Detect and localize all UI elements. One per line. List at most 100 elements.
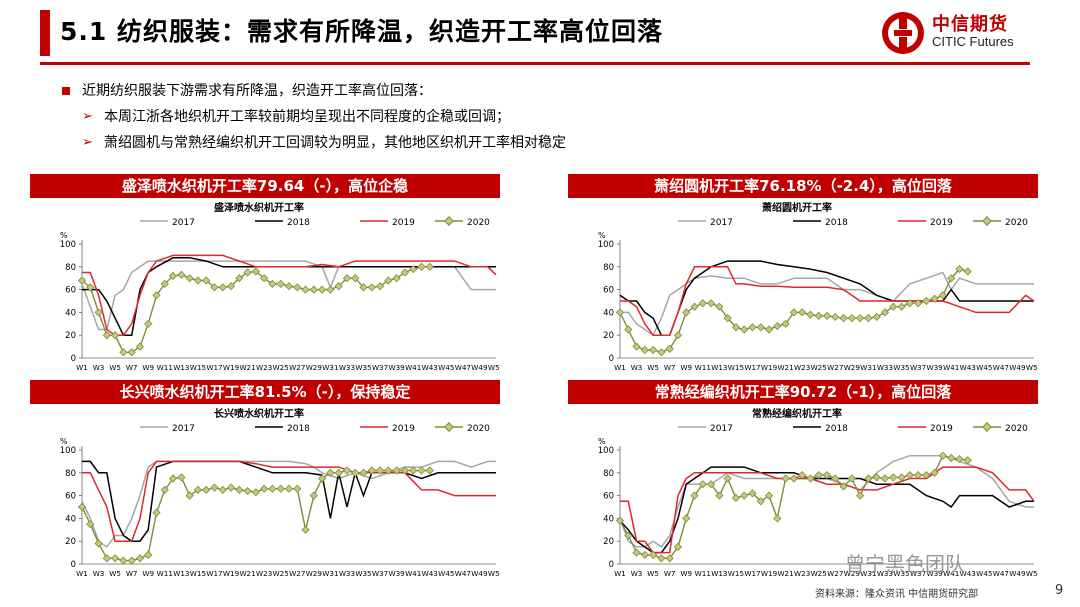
data-point-2020 xyxy=(814,470,823,480)
x-tick-label: W23 xyxy=(256,363,272,372)
data-point-2020 xyxy=(409,466,418,475)
x-tick-label: W3 xyxy=(631,363,643,372)
x-tick-label: W45 xyxy=(438,363,454,372)
data-point-2020 xyxy=(822,470,832,480)
bullet-sub-2: ➢ 萧绍圆机与常熟经编织机开工回调较为明显，其他地区织机开工率相对稳定 xyxy=(60,130,960,156)
y-axis-unit: % xyxy=(60,437,68,446)
x-tick-label: W21 xyxy=(239,363,255,372)
x-tick-label: W51 xyxy=(1026,569,1038,578)
y-tick-label: 60 xyxy=(603,492,614,502)
x-tick-label: W41 xyxy=(943,363,959,372)
legend-marker xyxy=(982,422,992,432)
data-point-2020 xyxy=(789,474,798,483)
data-point-2020 xyxy=(342,466,352,475)
x-tick-label: W31 xyxy=(860,363,876,372)
data-point-2020 xyxy=(706,480,716,489)
data-point-2020 xyxy=(615,308,625,317)
data-point-2020 xyxy=(260,484,269,493)
series-line-2018 xyxy=(82,256,496,336)
panel-title: 萧绍圆机开工率76.18%（-2.4），高位回落 xyxy=(568,174,1038,198)
data-point-2020 xyxy=(889,302,898,311)
panel-title: 盛泽喷水织机开工率79.64（-），高位企稳 xyxy=(30,174,500,198)
data-point-2020 xyxy=(334,468,343,477)
data-point-2020 xyxy=(922,470,931,480)
data-point-2020 xyxy=(177,473,186,482)
data-point-2020 xyxy=(127,348,136,357)
x-tick-label: W49 xyxy=(471,569,488,578)
y-tick-label: 100 xyxy=(60,446,76,456)
x-tick-label: W39 xyxy=(927,363,944,372)
title-accent-bar xyxy=(40,10,50,56)
logo-text-cn: 中信期货 xyxy=(932,14,1008,35)
y-tick-label: 80 xyxy=(603,469,614,479)
x-tick-label: W39 xyxy=(389,363,406,372)
data-point-2020 xyxy=(930,468,939,477)
data-point-2020 xyxy=(905,470,914,480)
chart-panel-changshu: 常熟经编织机开工率90.72（-1），高位回落 常熟经编织机开工率 2017 201… xyxy=(568,380,1038,585)
y-tick-label: 40 xyxy=(603,308,614,318)
series-line-2020 xyxy=(81,469,430,562)
data-point-2020 xyxy=(922,296,931,306)
data-point-2020 xyxy=(111,331,120,340)
data-point-2020 xyxy=(301,285,310,294)
data-point-2020 xyxy=(781,319,790,328)
legend-label: 2020 xyxy=(1005,218,1028,228)
legend-label: 2017 xyxy=(172,218,195,228)
chart-xiaoshao: 萧绍圆机开工率 2017 2018 2019 2020% 0 20 40 60 80 100 W1 W3… xyxy=(598,201,1038,372)
y-axis-unit: % xyxy=(60,231,68,240)
legend-marker xyxy=(444,422,454,432)
data-point-2020 xyxy=(640,345,649,355)
data-point-2020 xyxy=(640,550,649,559)
data-point-2020 xyxy=(740,491,749,500)
y-tick-label: 0 xyxy=(609,354,614,364)
data-point-2020 xyxy=(94,539,103,548)
x-tick-label: W7 xyxy=(126,569,138,578)
x-tick-label: W5 xyxy=(109,363,121,372)
data-point-2020 xyxy=(193,485,203,495)
data-point-2020 xyxy=(864,313,873,323)
data-point-2020 xyxy=(168,271,178,281)
bullet-sub-1: ➢ 本周江浙各地织机开工率较前期均呈现出不同程度的企稳或回调； xyxy=(60,104,960,130)
data-point-2020 xyxy=(102,331,111,340)
data-point-2020 xyxy=(822,311,832,320)
y-axis-unit: % xyxy=(598,231,606,240)
legend-label: 2019 xyxy=(930,218,953,228)
x-tick-label: W5 xyxy=(109,569,121,578)
x-tick-label: W15 xyxy=(190,363,206,372)
x-tick-label: W3 xyxy=(93,569,105,578)
data-point-2020 xyxy=(690,491,699,500)
data-point-2020 xyxy=(955,455,964,464)
y-tick-label: 0 xyxy=(71,560,76,570)
header-divider xyxy=(40,62,1030,65)
series-line-2018 xyxy=(82,460,496,542)
data-point-2020 xyxy=(375,466,385,475)
data-point-2020 xyxy=(615,516,625,525)
data-point-2020 xyxy=(847,313,856,323)
x-tick-label: W15 xyxy=(728,363,744,372)
data-point-2020 xyxy=(226,282,236,291)
data-point-2020 xyxy=(814,311,823,320)
data-point-2020 xyxy=(119,556,128,565)
data-point-2020 xyxy=(831,312,840,322)
bullet-sub-text: 萧绍圆机与常熟经编织机开工回调较为明显，其他地区织机开工率相对稳定 xyxy=(104,135,566,151)
data-point-2020 xyxy=(897,473,906,482)
x-tick-label: W19 xyxy=(223,569,240,578)
chart-changshu: 常熟经编织机开工率 2017 2018 2019 2020% 0 20 40 60 80 100 W1… xyxy=(598,407,1038,578)
series-line-2020 xyxy=(619,454,968,560)
chart-changxing: 长兴喷水织机开工率 2017 2018 2019 2020% 0 20 40 60 80 100 W1… xyxy=(60,407,500,578)
data-point-2020 xyxy=(268,279,277,289)
x-tick-label: W17 xyxy=(206,363,222,372)
chart-panel-xiaoshao: 萧绍圆机开工率76.18%（-2.4），高位回落 萧绍圆机开工率 2017 2018… xyxy=(568,174,1038,379)
x-tick-label: W25 xyxy=(811,569,827,578)
citic-logo: 中信期货 CITIC Futures xyxy=(880,10,1030,56)
data-point-2020 xyxy=(798,308,807,317)
chart-inner-title: 萧绍圆机开工率 xyxy=(762,201,832,214)
data-point-2020 xyxy=(342,274,352,283)
x-tick-label: W35 xyxy=(355,569,371,578)
x-tick-label: W37 xyxy=(372,363,388,372)
data-point-2020 xyxy=(756,323,765,332)
data-point-2020 xyxy=(202,485,211,495)
legend-label: 2018 xyxy=(825,424,848,434)
data-point-2020 xyxy=(773,321,782,331)
data-point-2020 xyxy=(781,474,790,483)
